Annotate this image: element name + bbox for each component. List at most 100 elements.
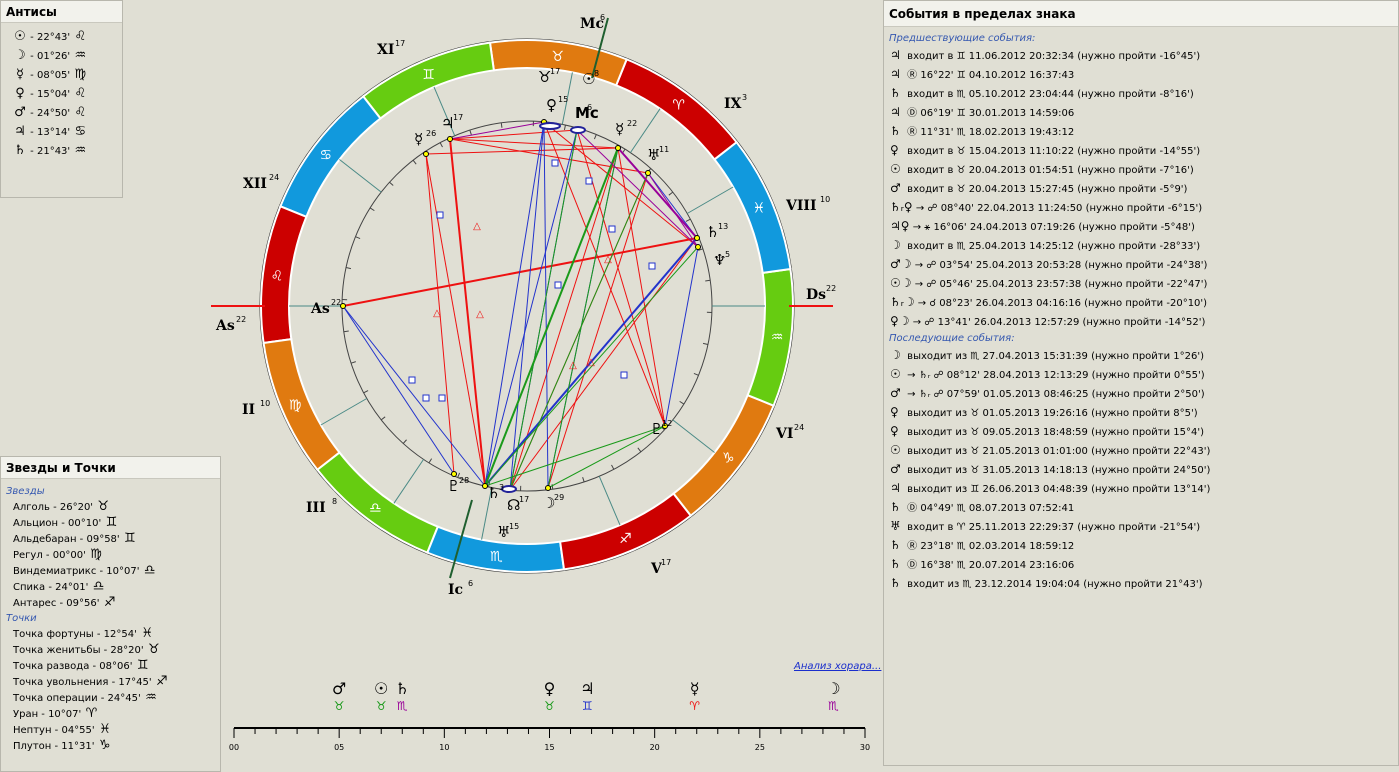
antiscia-value: - 13°14' <box>27 127 74 138</box>
horary-analysis-link[interactable]: Анализ хорара... <box>794 661 882 672</box>
aspect-line <box>342 305 455 475</box>
planet-glyph-icon: ♂ <box>890 181 901 195</box>
star-point-label: Алголь - 26°20' <box>13 502 97 513</box>
event-text: входит в ♉ 20.04.2013 01:54:51 (нужно пр… <box>904 165 1194 176</box>
aspect-line <box>617 147 698 239</box>
aspect-line <box>449 138 619 149</box>
aspect-line <box>576 129 699 248</box>
event-text: входит в ♏ 25.04.2013 14:25:12 (нужно пр… <box>904 241 1201 252</box>
house-cusp-line <box>481 487 493 540</box>
planet-cluster <box>539 122 561 130</box>
aspect-marker: △ <box>569 360 577 371</box>
degree-tick <box>355 236 361 240</box>
planet-glyph-icon: ♂ <box>14 105 26 120</box>
planet-degree: 13 <box>718 222 728 231</box>
aspect-marker: △ <box>604 254 612 265</box>
planet-degree: 17 <box>453 113 463 122</box>
degree-tick <box>705 279 711 282</box>
house-degree: 17 <box>661 558 671 567</box>
aspect-line <box>543 121 699 248</box>
degree-tick <box>668 191 674 196</box>
event-row: ♄ Ⓓ 04°49' ♏ 08.07.2013 07:52:41 <box>884 498 1398 517</box>
house-cusp-line <box>686 186 734 214</box>
planet-glyph-icon: ♅ <box>497 523 510 541</box>
event-row: ♄ᵣ☽ → ☌ 08°23' 26.04.2013 04:16:16 (нужн… <box>884 293 1398 312</box>
sign-glyph-icon: ♎ <box>143 563 156 578</box>
aspect-line <box>664 246 699 427</box>
sign-glyph-icon: ♋ <box>74 124 87 139</box>
asc-label: As <box>215 318 235 334</box>
house-degree: 8 <box>332 497 337 506</box>
antiscia-row: ♄ - 21°43' ♒ <box>1 141 122 160</box>
event-row: ♀ выходит из ♉ 09.05.2013 18:48:59 (нужн… <box>884 422 1398 441</box>
star-point-label: Точка развода - 08°06' <box>13 661 136 672</box>
event-row: ♄ Ⓡ 11°31' ♏ 18.02.2013 19:43:12 <box>884 122 1398 141</box>
sign-glyph-icon: ♉ <box>147 642 160 657</box>
house-label: II <box>242 402 255 418</box>
aspect-lines: △ △ △ △ △ △ <box>340 119 701 493</box>
star-point-row: Спика - 24°01' ♎ <box>1 579 220 595</box>
planet-glyph-icon: ♄ᵣ☽ <box>890 295 915 309</box>
planet-marker <box>694 235 700 241</box>
event-row: ☉ выходит из ♉ 21.05.2013 01:01:00 (нужн… <box>884 441 1398 460</box>
aspect-marker: △ <box>587 357 595 368</box>
zodiac-sign-icon: ♒ <box>771 330 784 346</box>
antiscia-panel: Антисы ☉ - 22°43' ♌ ☽ - 01°26' ♒ ☿ - 08°05… <box>0 0 123 198</box>
sign-glyph-icon: ♈ <box>85 706 98 721</box>
event-text: → ♄ᵣ ☍ 07°59' 01.05.2013 08:46:25 (нужно… <box>904 389 1205 400</box>
mc-label: Mc <box>580 16 604 32</box>
degree-tick <box>500 122 503 128</box>
event-row: ♄ Ⓓ 16°38' ♏ 20.07.2014 23:16:06 <box>884 555 1398 574</box>
event-text: → ⚹ 16°06' 24.04.2013 07:19:26 (нужно пр… <box>909 222 1195 233</box>
planet-glyph-icon: ♂ <box>890 386 901 400</box>
zodiac-segment <box>260 205 308 345</box>
house-degree: 17 <box>395 39 405 48</box>
stars-points-title: Звезды и Точки <box>1 457 220 479</box>
event-text: → ☌ 08°23' 26.04.2013 04:16:16 (нужно пр… <box>914 298 1208 309</box>
planet-glyph-icon: ♄ <box>890 576 901 590</box>
event-text: выходит из ♏ 27.04.2013 15:31:39 (нужно … <box>904 351 1205 362</box>
planet-degree: 11 <box>659 145 669 154</box>
planet-glyph-icon: ♄ <box>487 484 500 502</box>
degree-tick <box>637 447 642 453</box>
zodiac-segment <box>713 140 792 275</box>
star-point-label: Точка женитьбы - 28°20' <box>13 645 147 656</box>
event-text: → ☍ 08°40' 22.04.2013 11:24:50 (нужно пр… <box>912 203 1203 214</box>
event-row: ♃♀ → ⚹ 16°06' 24.04.2013 07:19:26 (нужно… <box>884 217 1398 236</box>
event-row: ♄ входит в ♏ 05.10.2012 23:04:44 (нужно … <box>884 84 1398 103</box>
antiscia-value: - 24°50' <box>27 108 74 119</box>
planet-glyph-icon: ☉ <box>14 29 26 44</box>
degree-tick <box>428 458 433 464</box>
aspect-marker: △ <box>476 309 484 320</box>
timeline-sign-icon: ♏ <box>397 699 408 713</box>
timeline-tick-label: 15 <box>544 743 554 752</box>
event-row: ☽ выходит из ♏ 27.04.2013 15:31:39 (нужн… <box>884 346 1398 365</box>
degree-tick <box>350 361 356 364</box>
house-degree: 3 <box>742 93 747 102</box>
timeline-sign-icon: ♉ <box>334 699 345 713</box>
planet-glyph-icon: ☉☽ <box>890 276 912 290</box>
aspect-marker <box>648 262 656 270</box>
planet-glyph-icon: ♀ <box>15 86 25 101</box>
event-text: → ♄ᵣ ☍ 08°12' 28.04.2013 12:13:29 (нужно… <box>904 370 1205 381</box>
planet-glyph-icon: ♄ᵣ♀ <box>890 200 913 214</box>
zodiac-sign-icon: ♐ <box>619 531 632 547</box>
asc-inner-label: As <box>310 301 330 317</box>
event-text: выходит из ♊ 26.06.2013 04:48:39 (нужно … <box>904 484 1211 495</box>
event-text: входит в ♉ 15.04.2013 11:10:22 (нужно пр… <box>904 146 1201 157</box>
timeline-sign-icon: ♈ <box>689 699 700 713</box>
timeline-tick-label: 00 <box>229 743 239 752</box>
aspect-line <box>484 147 619 487</box>
degree-tick <box>563 124 566 131</box>
event-text: → ☍ 13°41' 26.04.2013 12:57:29 (нужно пр… <box>909 317 1206 328</box>
antiscia-row: ♀ - 15°04' ♌ <box>1 84 122 103</box>
event-text: Ⓓ 16°38' ♏ 20.07.2014 23:16:06 <box>904 560 1075 571</box>
next-events-heading: Последующие события: <box>889 333 1015 344</box>
zodiac-sign-icon: ♏ <box>490 549 503 565</box>
zodiac-sign-icon: ♑ <box>722 451 735 467</box>
sign-glyph-icon: ♍ <box>90 547 102 562</box>
star-point-row: Нептун - 04°55' ♓ <box>1 722 220 738</box>
points-heading: Точки <box>6 613 37 624</box>
planet-marker <box>451 471 457 477</box>
